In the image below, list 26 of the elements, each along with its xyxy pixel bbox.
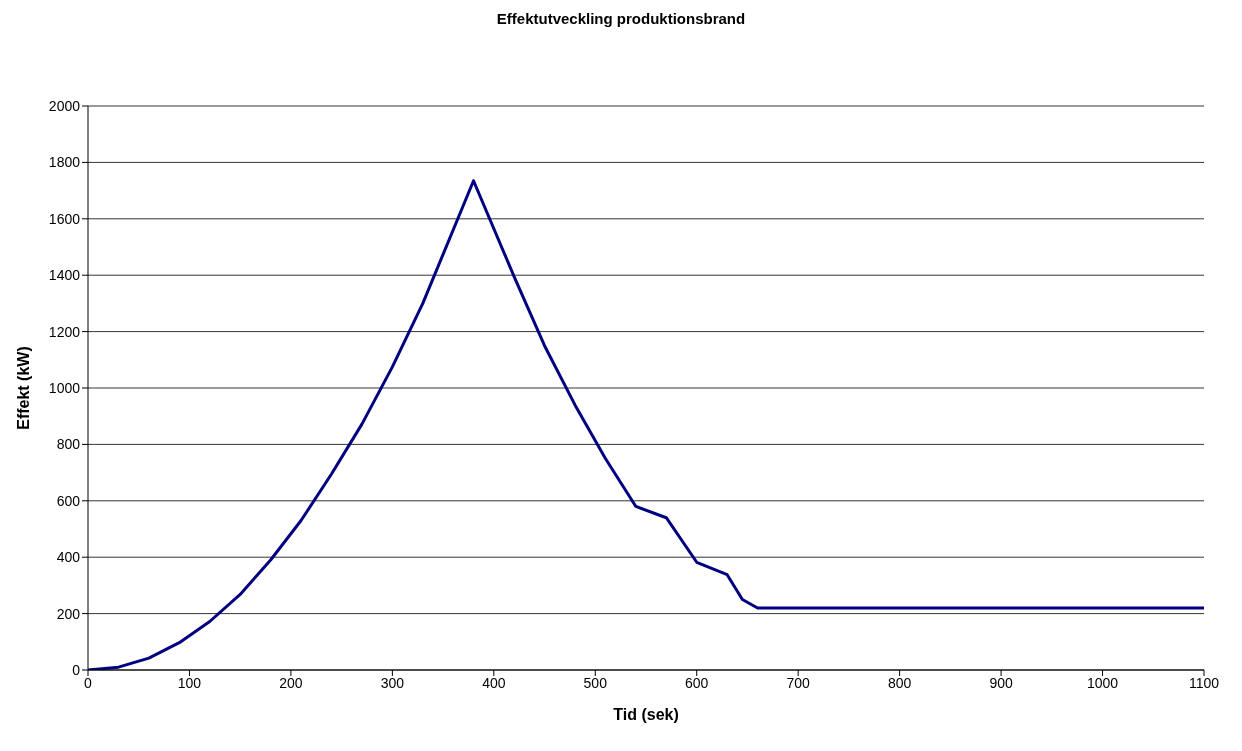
x-axis-title: Tid (sek) — [613, 706, 679, 723]
y-tick-label: 800 — [56, 436, 81, 453]
y-tick-label: 1200 — [48, 323, 81, 340]
y-tick-label: 200 — [56, 605, 81, 622]
y-tick-label: 1000 — [48, 379, 81, 396]
x-tick-label: 600 — [685, 674, 709, 691]
y-tick-label: 2000 — [48, 97, 81, 114]
x-tick-label: 800 — [887, 674, 912, 691]
chart-title: Effektutveckling produktionsbrand — [495, 10, 747, 29]
x-tick-label: 900 — [989, 674, 1013, 691]
x-tick-label: 700 — [786, 674, 811, 691]
x-tick-label: 0 — [84, 674, 93, 691]
y-tick-label: 600 — [56, 492, 81, 509]
y-tick-label: 1800 — [48, 154, 81, 171]
y-tick-label: 1400 — [48, 267, 81, 284]
x-tick-label: 100 — [177, 674, 202, 691]
y-tick-label: 1600 — [48, 210, 81, 227]
y-axis-title: Effekt (kW) — [14, 346, 32, 430]
y-tick-label: 400 — [56, 549, 81, 566]
x-tick-label: 1000 — [1086, 674, 1119, 691]
x-tick-label: 300 — [380, 674, 405, 691]
x-tick-label: 1100 — [1188, 674, 1220, 691]
x-tick-label: 500 — [583, 674, 608, 691]
y-tick-label: 0 — [72, 661, 81, 678]
x-tick-label: 200 — [279, 674, 303, 691]
x-tick-label: 400 — [482, 674, 506, 691]
